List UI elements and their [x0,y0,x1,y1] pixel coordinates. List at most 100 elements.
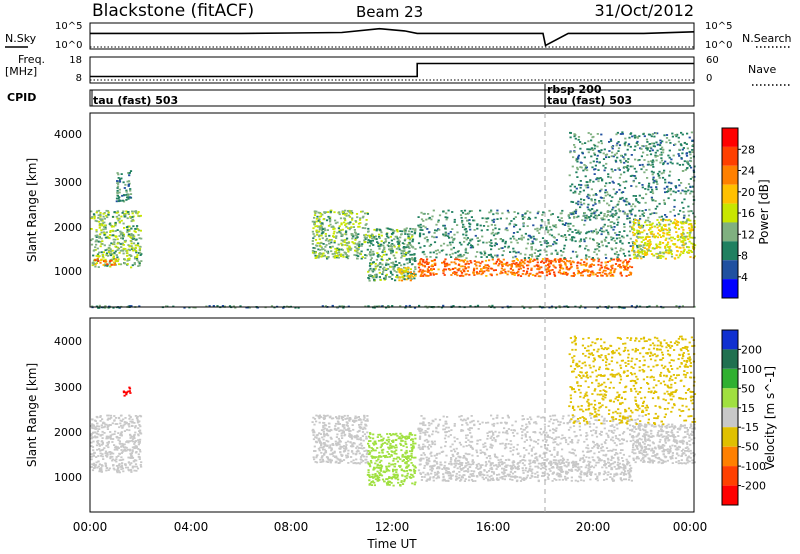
power-cell [656,155,659,157]
velocity-cell [343,426,346,429]
power-cell [114,238,117,241]
velocity-cell [105,437,108,440]
power-cell [469,238,472,241]
velocity-cell [312,428,315,431]
power-cell [681,201,684,204]
power-cell [612,275,615,277]
power-cell [395,251,398,254]
power-cell [393,269,396,272]
power-cell [582,215,585,217]
power-cell [378,237,381,239]
velocity-cell [335,417,339,420]
velocity-cell [380,435,383,438]
velocity-cell [410,443,413,446]
power-cell [634,214,637,217]
power-cell [632,231,635,234]
power-cell [510,264,513,266]
power-cell [131,246,134,249]
power-cell [384,241,387,243]
velocity-cell [333,451,336,454]
velocity-cell [99,416,102,418]
power-cell [446,216,449,219]
velocity-cell [413,465,416,468]
velocity-cell [368,440,371,442]
velocity-cell [326,429,329,432]
power-cell [502,263,505,265]
power-cell [433,259,436,262]
velocity-cell [360,454,364,457]
power-cell [429,251,432,254]
power-cell [633,222,636,225]
velocity-cell [408,450,412,453]
power-cell [454,258,457,261]
power-cell [444,232,447,235]
power-cell [467,262,470,265]
power-cell [369,248,373,251]
velocity-cell [102,426,105,429]
power-cell [99,215,102,218]
power-cell [373,306,376,309]
power-region [631,218,697,260]
power-cell [492,262,496,265]
power-cell [628,260,631,263]
velocity-cell [106,441,109,444]
power-cell [639,217,642,220]
power-cell [606,306,610,309]
power-cell [124,241,127,243]
velocity-cell [100,455,103,457]
velocity-cell [113,415,116,417]
power-cell [488,259,491,262]
power-cell [667,223,670,226]
power-cell [365,223,368,225]
power-cell [472,219,475,222]
velocity-cell [106,428,109,430]
velocity-cell [114,430,117,433]
power-cell [133,263,136,266]
power-cell [636,244,639,247]
power-cell [583,261,586,263]
velocity-cell [331,443,334,446]
power-cell [532,260,535,262]
velocity-cell [341,446,344,448]
velocity-cell [134,431,137,434]
freq-unit-label: [MHz] [5,65,37,78]
velocity-cell [312,431,315,434]
power-cell [408,250,411,253]
velocity-cell [119,422,122,425]
velocity-cell [104,423,107,426]
power-cell [388,248,391,251]
power-cell [385,227,388,230]
power-cell [395,264,398,266]
power-cell [294,306,297,309]
power-cell [528,273,531,275]
velocity-cell [135,417,139,419]
power-cell [484,259,488,262]
power-cell [109,224,112,227]
velocity-cell [381,451,384,454]
power-cell [113,211,116,213]
power-cell [573,216,576,218]
power-cell [118,217,121,220]
velocity-cell [414,456,417,459]
velocity-cell [136,467,140,470]
power-cell [571,165,574,168]
power-cell [579,180,582,182]
power-cell [396,229,399,231]
power-cell [582,169,585,172]
power-cell [572,225,575,227]
power-cell [494,224,497,227]
power-cell [316,255,319,257]
power-cell [411,275,415,278]
power-cell [680,182,683,184]
velocity-cell [368,483,372,485]
power-cell [380,258,383,261]
power-cell [547,259,550,262]
power-cell [357,242,360,245]
velocity-cell [358,443,361,446]
velocity-cell [339,460,342,463]
power-cell [586,181,589,184]
power-cell [94,263,97,266]
power-cell [413,253,416,255]
velocity-cell [339,447,342,450]
velocity-cell [356,416,359,419]
